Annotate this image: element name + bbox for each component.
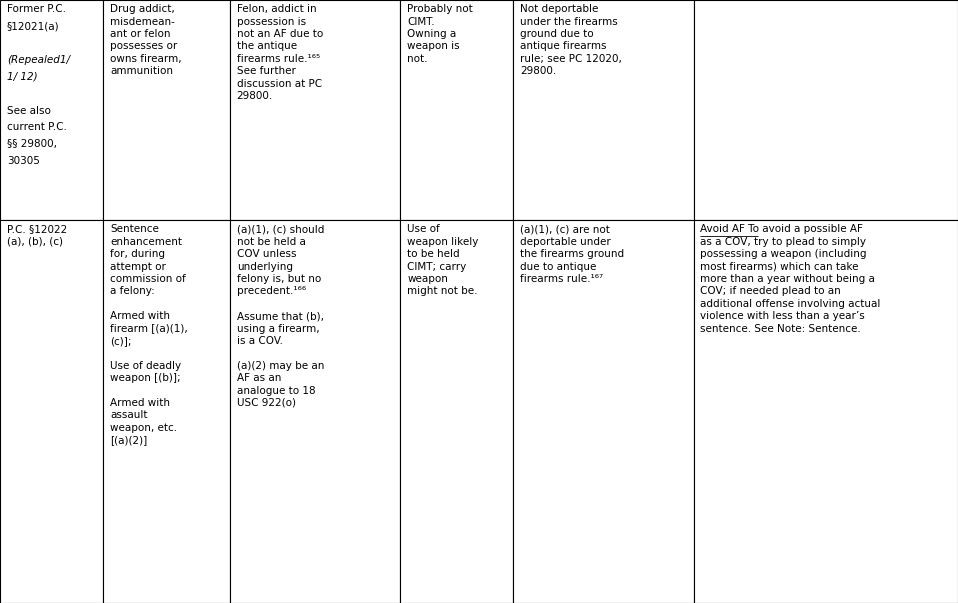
Bar	[694, 0, 958, 220]
Text: 30305: 30305	[7, 156, 39, 166]
Text: 1/ 12): 1/ 12)	[7, 72, 37, 82]
Text: current P.C.: current P.C.	[7, 122, 66, 133]
Text: (a)(1), (c) are not
deportable under
the firearms ground
due to antique
firearms: (a)(1), (c) are not deportable under the…	[520, 224, 625, 284]
Text: Sentence
enhancement
for, during
attempt or
commission of
a felony:

Armed with
: Sentence enhancement for, during attempt…	[110, 224, 188, 445]
Bar	[513, 220, 694, 603]
Bar	[103, 220, 230, 603]
Text: Avoid AF To avoid a possible AF
as a COV, try to plead to simply
possessing a we: Avoid AF To avoid a possible AF as a COV…	[700, 224, 880, 333]
Bar	[400, 220, 513, 603]
Text: (a)(1), (c) should
not be held a
COV unless
underlying
felony is, but no
precede: (a)(1), (c) should not be held a COV unl…	[237, 224, 324, 408]
Text: §12021(a): §12021(a)	[7, 21, 59, 31]
Text: §§ 29800,: §§ 29800,	[7, 139, 57, 150]
Text: P.C. §12022
(a), (b), (c): P.C. §12022 (a), (b), (c)	[7, 224, 67, 247]
Bar	[694, 220, 958, 603]
Bar	[230, 0, 400, 220]
Text: Felon, addict in
possession is
not an AF due to
the antique
firearms rule.¹⁶⁵
Se: Felon, addict in possession is not an AF…	[237, 4, 323, 101]
Text: Not deportable
under the firearms
ground due to
antique firearms
rule; see PC 12: Not deportable under the firearms ground…	[520, 4, 622, 76]
Bar	[400, 0, 513, 220]
Text: Drug addict,
misdemean-
ant or felon
possesses or
owns firearm,
ammunition: Drug addict, misdemean- ant or felon pos…	[110, 4, 182, 76]
Bar	[230, 220, 400, 603]
Text: See also: See also	[7, 106, 51, 116]
Text: (Repealed1/: (Repealed1/	[7, 55, 70, 65]
Text: Former P.C.: Former P.C.	[7, 4, 66, 14]
Bar	[0, 0, 103, 220]
Bar	[513, 0, 694, 220]
Bar	[103, 0, 230, 220]
Text: Probably not
CIMT.
Owning a
weapon is
not.: Probably not CIMT. Owning a weapon is no…	[407, 4, 473, 64]
Text: Use of
weapon likely
to be held
CIMT; carry
weapon
might not be.: Use of weapon likely to be held CIMT; ca…	[407, 224, 479, 296]
Bar	[0, 220, 103, 603]
